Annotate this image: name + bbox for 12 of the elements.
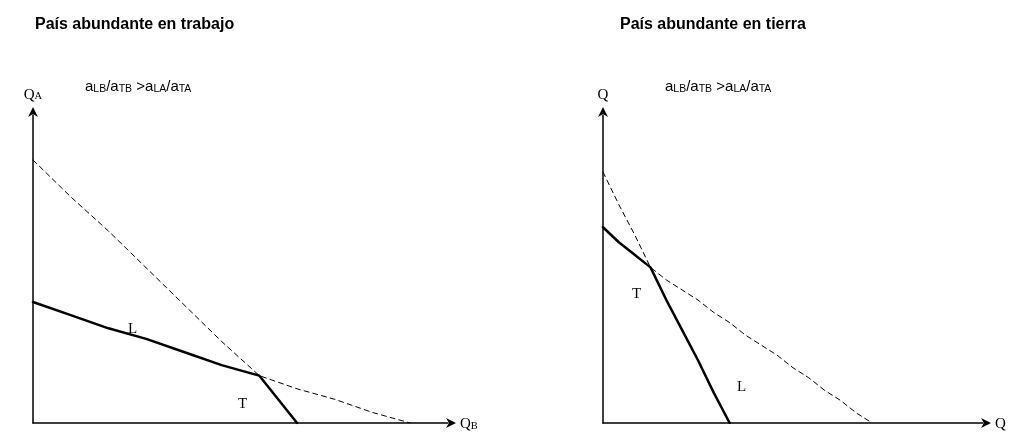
annotation: T: [632, 284, 642, 301]
x-axis-title: Q: [995, 415, 1006, 431]
y-axis-title: QA: [23, 85, 43, 102]
annotation: T: [238, 394, 248, 411]
chart-title: País abundante en trabajo: [35, 14, 235, 32]
x-axis-title: QB: [460, 415, 478, 431]
annotation: L: [737, 377, 747, 394]
annotation: L: [128, 319, 138, 336]
chart-title: País abundante en tierra: [620, 14, 806, 32]
text: aLB/aTB >aLA/aTA: [665, 77, 772, 94]
y-axis-title: Q: [597, 85, 609, 102]
text: aLB/aTB >aLA/aTA: [85, 77, 192, 94]
